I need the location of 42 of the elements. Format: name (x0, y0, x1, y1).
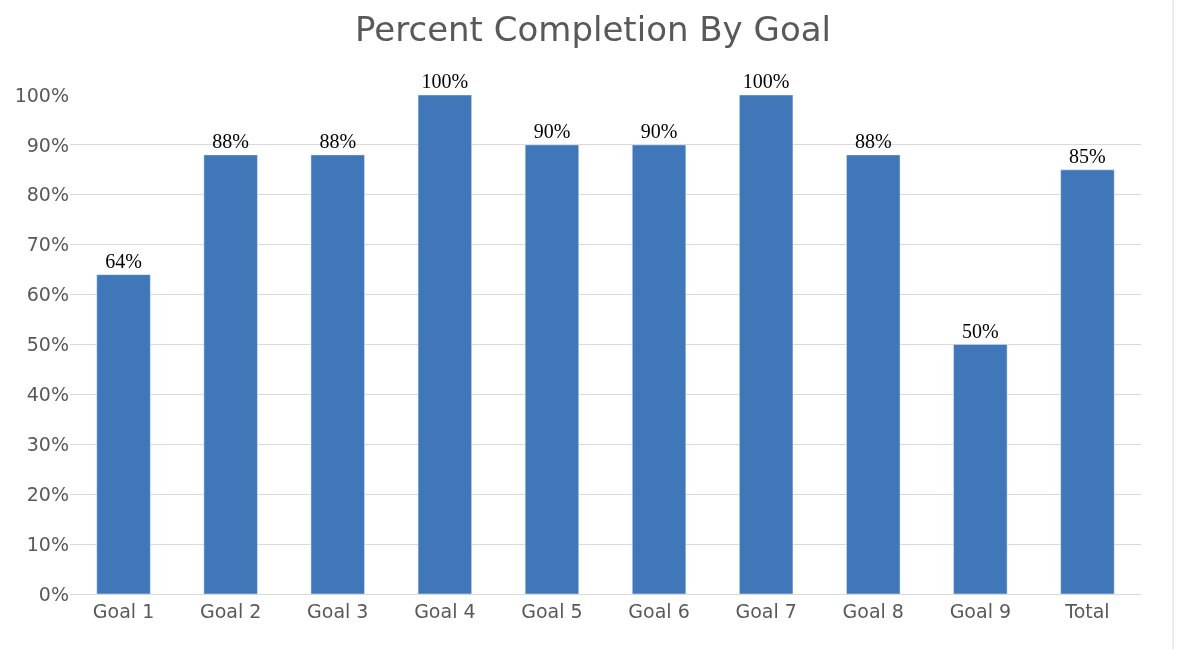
x-tick-label: Goal 3 (307, 599, 369, 622)
x-tick-label: Goal 6 (628, 599, 690, 622)
x-tick-label: Goal 2 (199, 599, 262, 622)
data-label: 90% (533, 119, 571, 142)
data-label: 85% (1069, 144, 1106, 167)
data-label: 100% (742, 70, 790, 92)
data-label: 88% (212, 129, 249, 152)
bar (203, 154, 258, 594)
data-label: 88% (854, 129, 892, 152)
bar (846, 154, 901, 594)
x-tick-label: Total (1064, 599, 1110, 622)
data-label: 50% (962, 319, 999, 342)
y-tick-label: 100% (14, 83, 69, 106)
y-tick-label: 10% (26, 532, 69, 555)
bar (524, 144, 579, 594)
y-tick-label: 50% (26, 333, 69, 356)
y-tick-label: 80% (26, 183, 69, 206)
y-tick-label: 70% (26, 233, 69, 256)
bar (96, 274, 151, 594)
bar (310, 154, 365, 594)
y-tick-label: 0% (38, 582, 69, 605)
y-tick-label: 40% (26, 383, 69, 406)
x-tick-label: Goal 8 (842, 599, 904, 622)
bar (417, 95, 472, 594)
bar (739, 95, 794, 594)
data-label: 100% (421, 70, 469, 92)
y-tick-label: 30% (26, 432, 69, 455)
x-tick-label: Goal 9 (949, 599, 1012, 622)
x-tick-label: Goal 1 (92, 599, 155, 622)
y-tick-label: 60% (26, 283, 69, 306)
bar (632, 144, 687, 594)
y-tick-label: 20% (26, 482, 69, 505)
bar (953, 344, 1008, 594)
data-label: 64% (105, 249, 142, 272)
x-tick-label: Goal 7 (735, 599, 797, 622)
bar (1060, 169, 1115, 594)
x-tick-label: Goal 5 (521, 599, 583, 622)
y-tick-label: 90% (26, 133, 69, 156)
x-tick-label: Goal 4 (414, 599, 476, 622)
data-label: 88% (319, 129, 357, 152)
chart-title: Percent Completion By Goal (355, 9, 831, 50)
data-label: 90% (640, 119, 678, 142)
